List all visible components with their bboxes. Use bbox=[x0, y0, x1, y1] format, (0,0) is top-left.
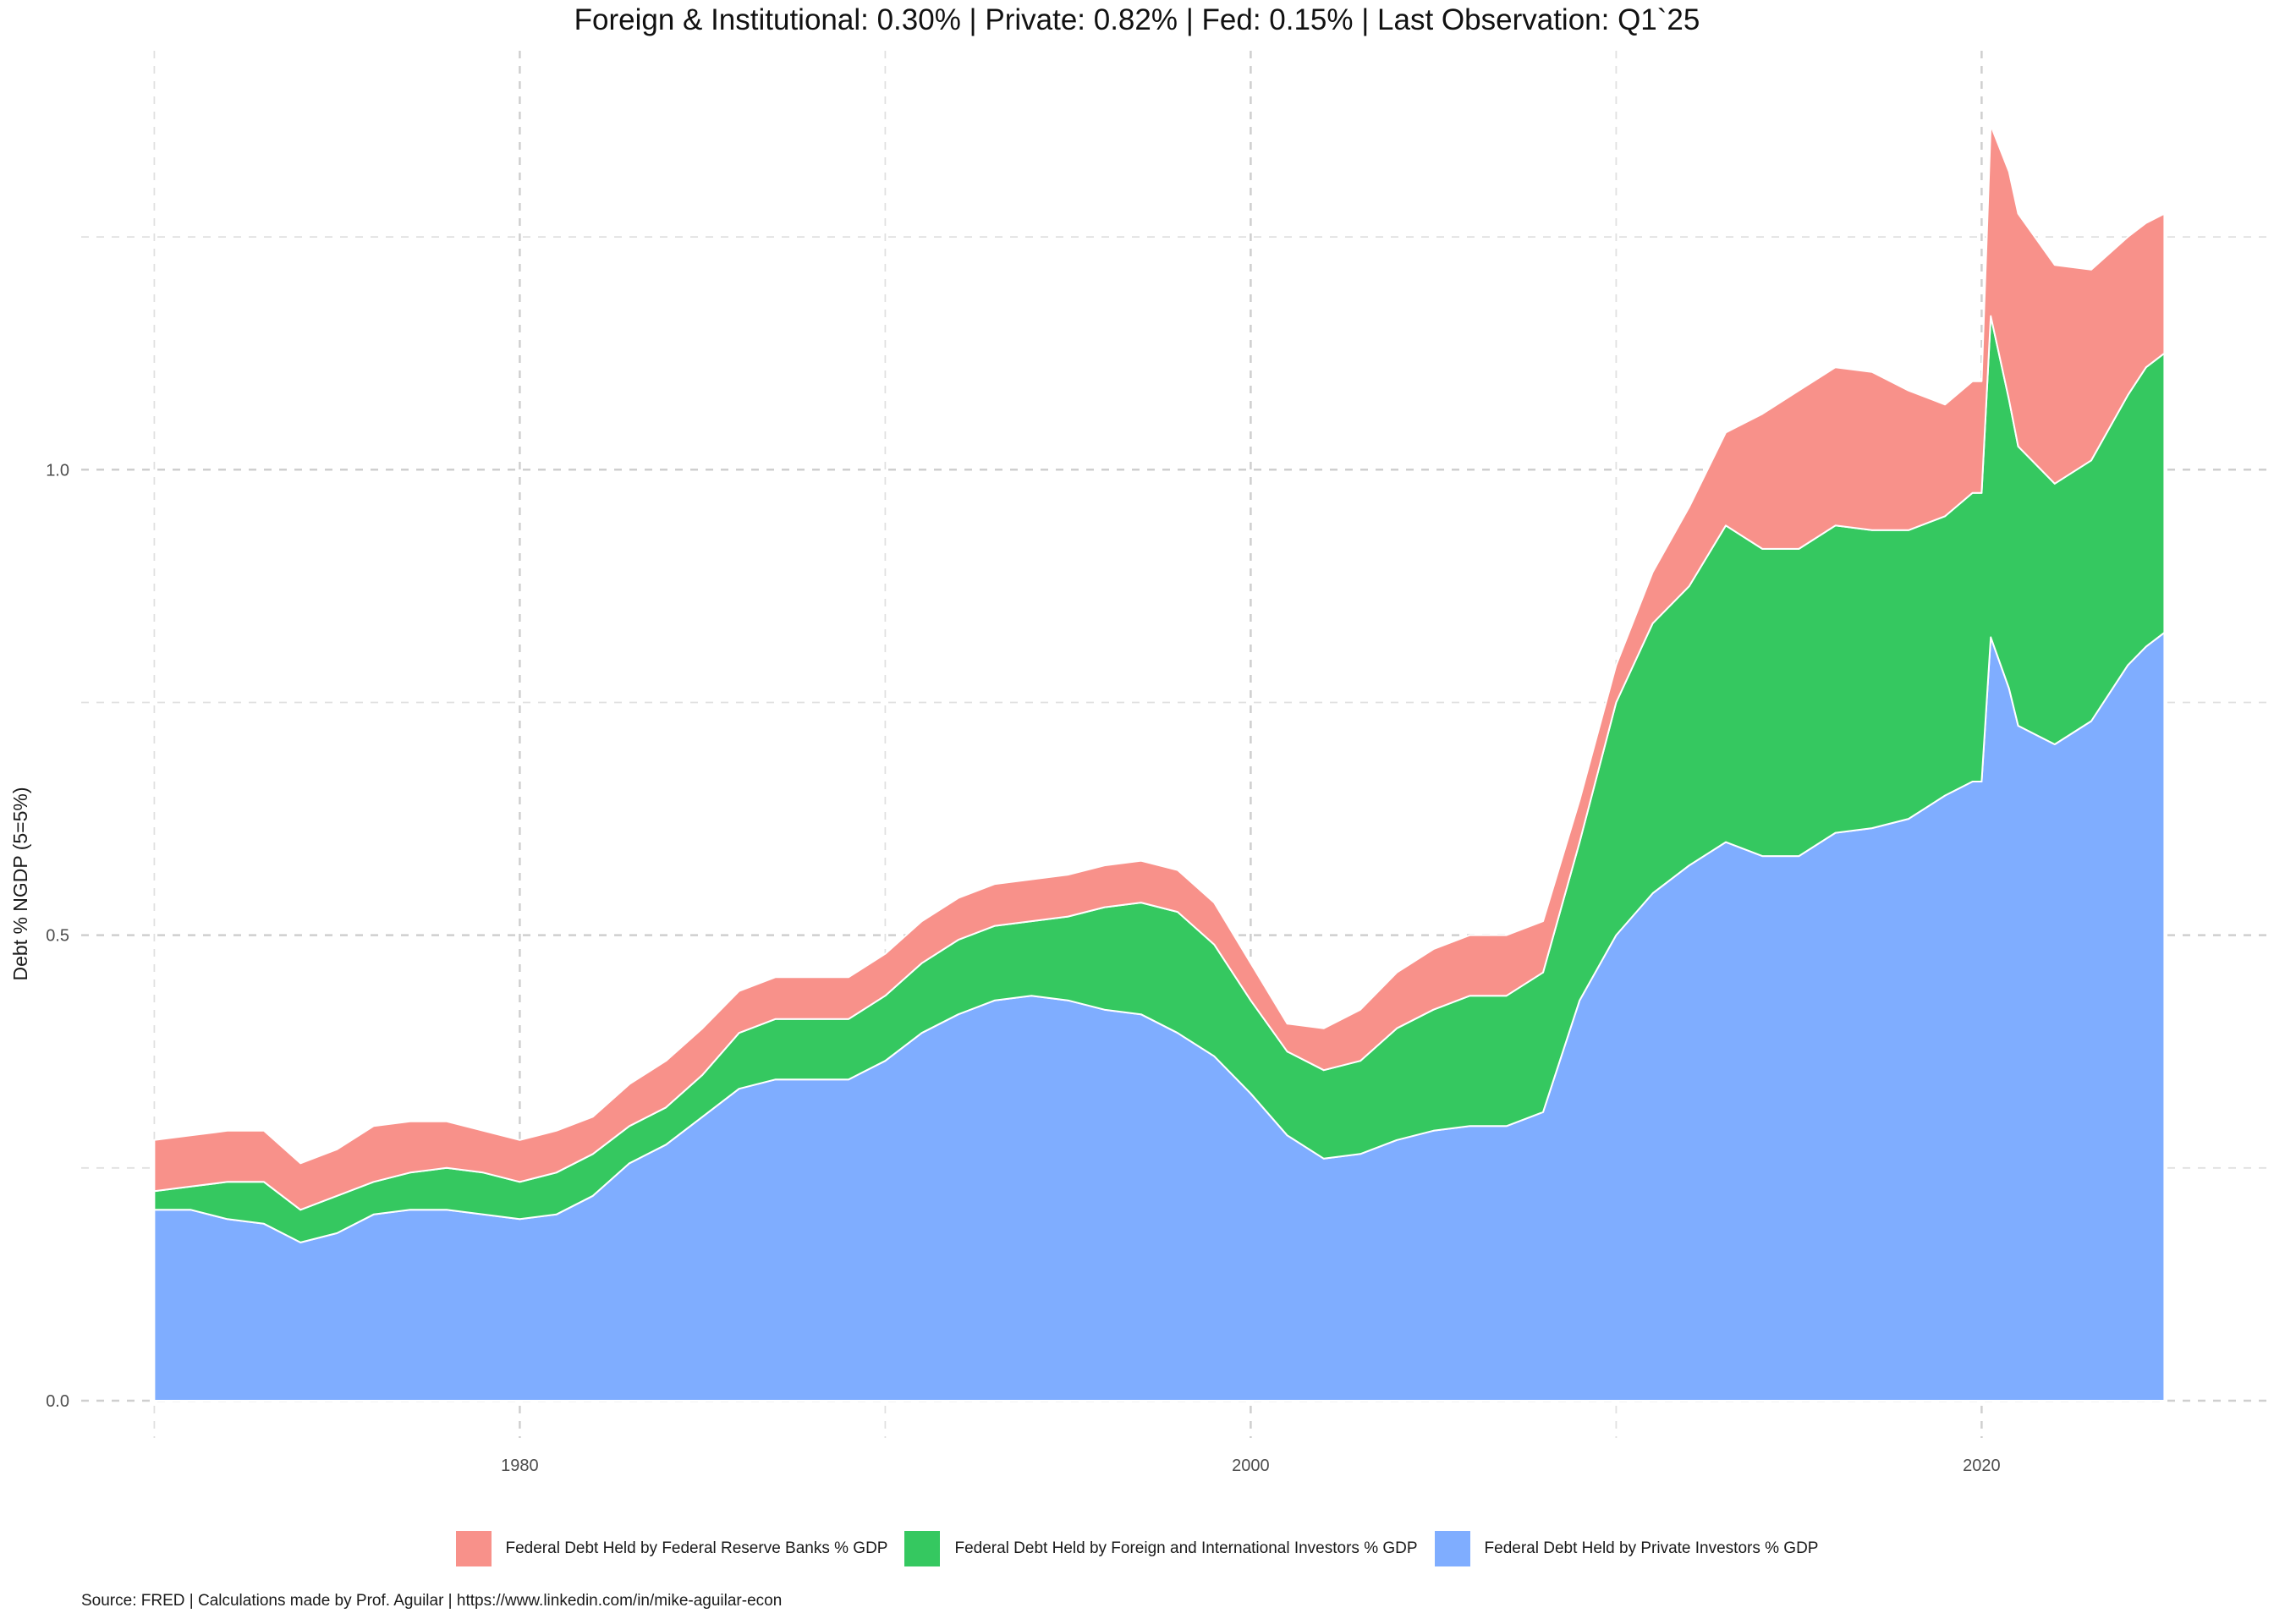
y-tick-label: 1.0 bbox=[46, 461, 69, 480]
legend-swatch bbox=[1434, 1531, 1470, 1566]
y-tick-label: 0.5 bbox=[46, 927, 69, 946]
legend-item: Federal Debt Held by Private Investors %… bbox=[1434, 1531, 1819, 1566]
legend-label: Federal Debt Held by Federal Reserve Ban… bbox=[505, 1539, 888, 1557]
y-axis-title: Debt % NGDP (5=5%) bbox=[9, 787, 31, 980]
x-tick-label: 2020 bbox=[1963, 1457, 2001, 1475]
legend-label: Federal Debt Held by Private Investors %… bbox=[1484, 1539, 1819, 1557]
legend-item: Federal Debt Held by Federal Reserve Ban… bbox=[455, 1531, 888, 1566]
legend-swatch bbox=[455, 1531, 492, 1566]
legend-label: Federal Debt Held by Foreign and Interna… bbox=[954, 1539, 1418, 1557]
axis-ticks: 1980 2000 2020 0.0 0.5 1.0 bbox=[46, 461, 2000, 1475]
area-series bbox=[153, 124, 2166, 1211]
x-tick-label: 1980 bbox=[501, 1457, 539, 1475]
legend-item: Federal Debt Held by Foreign and Interna… bbox=[904, 1531, 1418, 1566]
source-caption: Source: FRED | Calculations made by Prof… bbox=[81, 1592, 783, 1610]
legend-swatch bbox=[904, 1531, 941, 1566]
legend: Federal Debt Held by Federal Reserve Ban… bbox=[0, 1531, 2274, 1566]
stacked-areas bbox=[153, 124, 2166, 1402]
chart-title: Foreign & Institutional: 0.30% | Private… bbox=[574, 3, 1700, 36]
x-tick-label: 2000 bbox=[1232, 1457, 1270, 1475]
y-tick-label: 0.0 bbox=[46, 1392, 69, 1411]
